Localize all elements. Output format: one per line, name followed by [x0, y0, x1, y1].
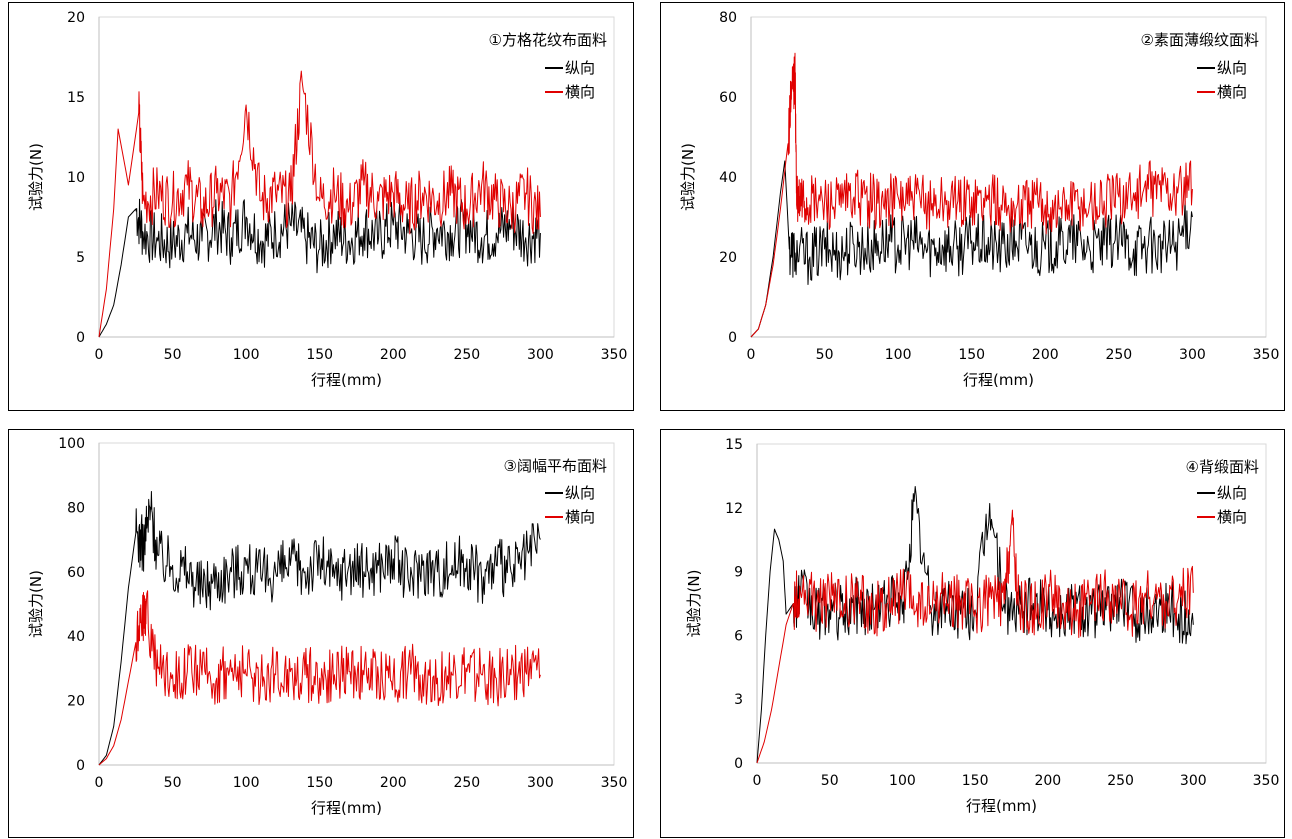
y-tick-label: 5	[76, 250, 85, 266]
chart-title: ②素面薄缎纹面料	[1141, 31, 1259, 49]
x-tick-label: 200	[380, 775, 407, 791]
legend-label-1: 横向	[565, 508, 595, 526]
plot-area	[98, 16, 615, 338]
y-tick-label: 3	[734, 692, 743, 708]
y-tick-label: 100	[58, 436, 85, 452]
chart-title: ③阔幅平布面料	[504, 457, 607, 475]
chart-panel-3: 0 50 100 150 200 250 300 350 0 20 40 60 80 100 行程(mm) 试…	[8, 429, 634, 838]
x-tick-label: 100	[233, 347, 260, 363]
chart-title: ④背缎面料	[1186, 458, 1259, 476]
legend-label-1: 横向	[1217, 508, 1247, 526]
chart-svg: 0 50 100 150 200 250 300 350 0 20 40 60 80 行程(mm) 试验力(…	[679, 10, 1280, 389]
x-tick-label: 200	[380, 347, 407, 363]
x-tick-label: 200	[1032, 347, 1059, 363]
series-line-1	[98, 70, 541, 338]
x-tick-label: 250	[453, 347, 480, 363]
x-tick-label: 300	[1179, 347, 1206, 363]
x-tick-label: 50	[164, 775, 182, 791]
x-tick-label: 0	[95, 347, 104, 363]
x-tick-label: 250	[1105, 347, 1132, 363]
y-tick-label: 40	[719, 170, 737, 186]
x-axis-title: 行程(mm)	[966, 797, 1037, 815]
y-tick-label: 20	[67, 10, 85, 26]
x-axis-title: 行程(mm)	[311, 799, 382, 817]
y-tick-label: 80	[67, 500, 85, 516]
series-line-1	[98, 590, 541, 766]
x-tick-label: 350	[1253, 347, 1280, 363]
y-tick-label: 0	[76, 330, 85, 346]
x-tick-label: 50	[821, 773, 839, 789]
x-tick-label: 300	[527, 775, 554, 791]
x-tick-label: 300	[1180, 773, 1207, 789]
x-tick-label: 300	[527, 347, 554, 363]
y-axis-title: 试验力(N)	[27, 570, 45, 638]
chart-svg: 0 50 100 150 200 250 300 350 0 20 40 60 80 100 行程(mm) 试…	[27, 436, 628, 817]
y-tick-label: 60	[719, 90, 737, 106]
chart-svg: 0 50 100 150 200 250 300 350 0 3 6 9 12 15 行程(mm) 试验力(N…	[685, 437, 1280, 815]
y-tick-label: 12	[725, 501, 743, 517]
legend-label-1: 横向	[1217, 83, 1247, 101]
y-tick-label: 20	[67, 694, 85, 710]
x-tick-label: 150	[306, 347, 333, 363]
y-tick-label: 80	[719, 10, 737, 26]
legend-label-0: 纵向	[1217, 59, 1247, 77]
chart-title: ①方格花纹布面料	[489, 31, 607, 49]
y-tick-label: 9	[734, 565, 743, 581]
x-tick-label: 100	[889, 773, 916, 789]
y-tick-label: 10	[67, 170, 85, 186]
chart-panel-2: 0 50 100 150 200 250 300 350 0 20 40 60 80 行程(mm) 试验力(…	[660, 2, 1285, 411]
x-tick-label: 50	[816, 347, 834, 363]
series-line-0	[750, 160, 1193, 338]
x-tick-label: 350	[601, 347, 628, 363]
y-axis-title: 试验力(N)	[679, 143, 697, 211]
legend-label-0: 纵向	[565, 59, 595, 77]
legend-label-0: 纵向	[565, 484, 595, 502]
x-tick-label: 0	[747, 347, 756, 363]
y-tick-label: 40	[67, 629, 85, 645]
series-line-1	[750, 52, 1193, 338]
x-tick-label: 150	[306, 775, 333, 791]
y-tick-label: 60	[67, 565, 85, 581]
y-tick-label: 0	[728, 330, 737, 346]
y-tick-label: 20	[719, 250, 737, 266]
y-tick-label: 0	[734, 756, 743, 772]
y-tick-label: 15	[725, 437, 743, 453]
x-tick-label: 350	[601, 775, 628, 791]
legend-label-1: 横向	[565, 83, 595, 101]
x-axis-title: 行程(mm)	[311, 371, 382, 389]
x-tick-label: 50	[164, 347, 182, 363]
y-tick-label: 0	[76, 758, 85, 774]
x-tick-label: 0	[753, 773, 762, 789]
x-tick-label: 150	[962, 773, 989, 789]
x-tick-label: 100	[233, 775, 260, 791]
y-tick-label: 6	[734, 628, 743, 644]
x-tick-label: 350	[1253, 773, 1280, 789]
chart-panel-1: 0 50 100 150 200 250 300 350 0 5 10 15 20 行程(mm) 试验力(N…	[8, 2, 634, 411]
chart-svg: 0 50 100 150 200 250 300 350 0 5 10 15 20 行程(mm) 试验力(N…	[27, 10, 628, 389]
y-axis-title: 试验力(N)	[685, 570, 703, 638]
series-line-0	[98, 491, 541, 766]
chart-panel-4: 0 50 100 150 200 250 300 350 0 3 6 9 12 15 行程(mm) 试验力(N…	[660, 429, 1285, 838]
x-tick-label: 0	[95, 775, 104, 791]
y-axis-title: 试验力(N)	[27, 143, 45, 211]
x-tick-label: 150	[958, 347, 985, 363]
x-tick-label: 200	[1034, 773, 1061, 789]
x-tick-label: 250	[453, 775, 480, 791]
x-tick-label: 250	[1107, 773, 1134, 789]
x-tick-label: 100	[885, 347, 912, 363]
y-tick-label: 15	[67, 90, 85, 106]
x-axis-title: 行程(mm)	[963, 371, 1034, 389]
legend-label-0: 纵向	[1217, 484, 1247, 502]
series-line-1	[756, 509, 1194, 764]
plot-area	[98, 442, 615, 766]
